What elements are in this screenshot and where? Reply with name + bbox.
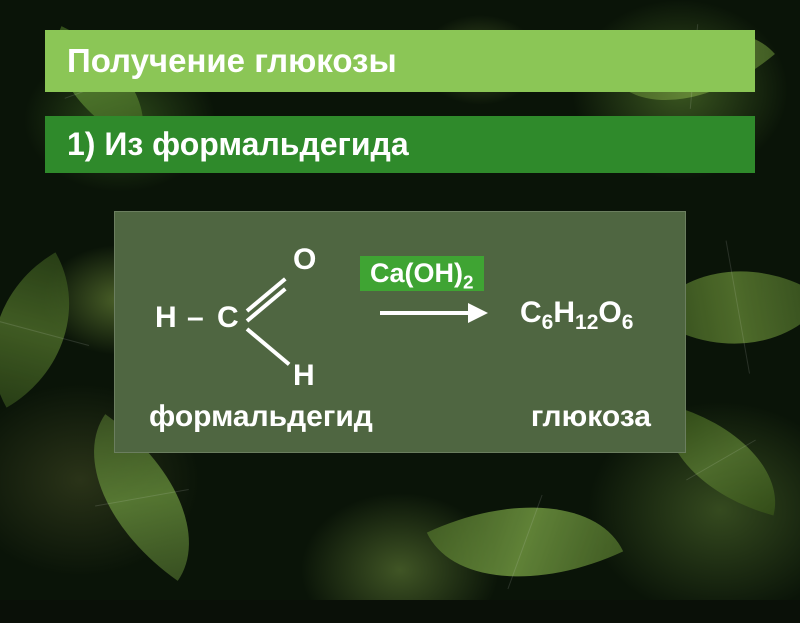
- formula-box: H – C O H Ca(OH)2 C6H12O6: [114, 211, 686, 453]
- single-bond: [246, 327, 291, 365]
- arrow-head-icon: [468, 303, 488, 323]
- product-formula: C6H12O6: [520, 296, 633, 330]
- subtitle-text: 1) Из формальдегида: [67, 126, 409, 162]
- glucose-label: глюкоза: [531, 400, 651, 434]
- bond-dash: –: [187, 301, 204, 335]
- atom-hydrogen: H: [293, 359, 315, 393]
- slide-subtitle: 1) Из формальдегида: [45, 116, 755, 173]
- arrow-line: [380, 311, 475, 315]
- chemical-equation: H – C O H Ca(OH)2 C6H12O6: [145, 236, 655, 396]
- catalyst-text: Ca(OH)2: [370, 258, 474, 288]
- labels: формальдегид глюкоза: [145, 400, 655, 434]
- atom-hydrogen: H: [155, 301, 177, 335]
- catalyst-label: Ca(OH)2: [360, 256, 484, 291]
- formaldehyde-label: формальдегид: [149, 400, 373, 434]
- title-text: Получение глюкозы: [67, 42, 397, 79]
- atom-carbon: C: [217, 301, 239, 335]
- slide-title: Получение глюкозы: [45, 30, 755, 92]
- slide-content: Получение глюкозы 1) Из формальдегида H …: [0, 0, 800, 483]
- formaldehyde-structure: H – C O H: [145, 241, 345, 391]
- formula-container: H – C O H Ca(OH)2 C6H12O6: [45, 211, 755, 453]
- atom-oxygen: O: [293, 243, 316, 277]
